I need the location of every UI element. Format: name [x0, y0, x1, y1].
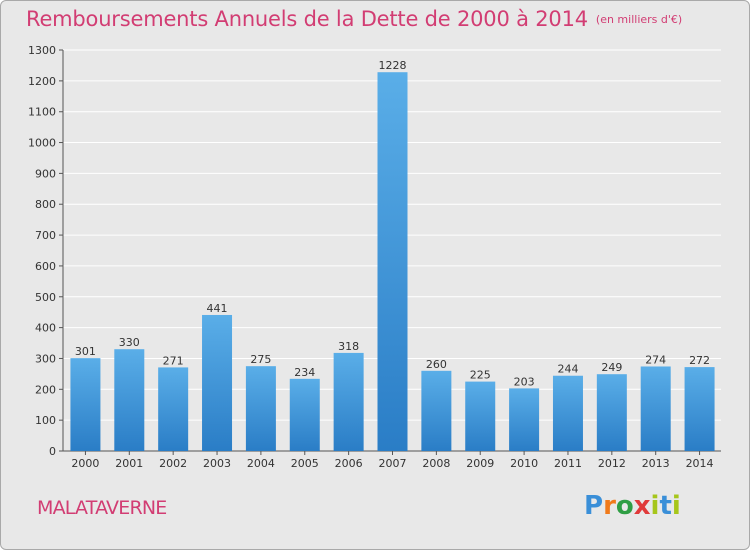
- x-tick-label: 2012: [598, 457, 626, 470]
- bar: [158, 367, 189, 451]
- x-tick-label: 2010: [510, 457, 538, 470]
- x-tick-label: 2005: [291, 457, 319, 470]
- data-label: 260: [426, 358, 447, 371]
- bar: [640, 366, 671, 451]
- data-label: 249: [601, 361, 622, 374]
- y-tick-label: 0: [49, 445, 56, 458]
- x-tick-label: 2011: [554, 457, 582, 470]
- data-label: 225: [470, 369, 491, 382]
- bar: [552, 375, 583, 451]
- data-label: 271: [163, 354, 184, 367]
- data-label: 441: [207, 302, 228, 315]
- commune-name: MALATAVERNE: [37, 497, 167, 519]
- chart-title: Remboursements Annuels de la Dette de 20…: [26, 7, 588, 31]
- data-label: 1228: [379, 59, 407, 72]
- proxiti-logo[interactable]: Proxiti: [584, 491, 681, 521]
- x-tick-label: 2000: [71, 457, 99, 470]
- bar: [509, 388, 540, 451]
- x-tick-label: 2004: [247, 457, 275, 470]
- x-tick-label: 2014: [686, 457, 714, 470]
- x-tick-label: 2008: [422, 457, 450, 470]
- bar: [377, 72, 408, 451]
- data-label: 244: [557, 363, 578, 376]
- bar: [465, 381, 496, 451]
- data-label: 301: [75, 345, 96, 358]
- bar: [114, 349, 145, 451]
- y-tick-label: 500: [35, 291, 56, 304]
- y-tick-label: 100: [35, 414, 56, 427]
- x-tick-label: 2007: [379, 457, 407, 470]
- bar: [70, 358, 101, 451]
- y-tick-label: 1000: [28, 137, 56, 150]
- y-tick-label: 300: [35, 352, 56, 365]
- data-label: 318: [338, 340, 359, 353]
- x-tick-label: 2002: [159, 457, 187, 470]
- chart-subtitle: (en milliers d'€): [595, 13, 683, 26]
- data-label: 274: [645, 353, 666, 366]
- bar: [202, 314, 233, 451]
- y-tick-label: 1300: [28, 44, 56, 57]
- y-tick-label: 900: [35, 167, 56, 180]
- bar: [245, 366, 276, 451]
- y-tick-label: 700: [35, 229, 56, 242]
- y-tick-label: 200: [35, 383, 56, 396]
- data-label: 203: [514, 375, 535, 388]
- data-label: 234: [294, 366, 315, 379]
- title-row: Remboursements Annuels de la Dette de 20…: [26, 7, 682, 31]
- x-tick-label: 2001: [115, 457, 143, 470]
- x-tick-label: 2003: [203, 457, 231, 470]
- x-tick-label: 2009: [466, 457, 494, 470]
- y-tick-label: 400: [35, 322, 56, 335]
- bar: [684, 367, 715, 451]
- bar: [596, 374, 627, 451]
- x-tick-label: 2006: [335, 457, 363, 470]
- data-label: 330: [119, 336, 140, 349]
- x-tick-label: 2013: [642, 457, 670, 470]
- bar: [289, 378, 320, 451]
- data-label: 275: [250, 353, 271, 366]
- bar: [333, 352, 364, 451]
- y-tick-label: 600: [35, 260, 56, 273]
- bar: [421, 370, 452, 451]
- y-tick-label: 1100: [28, 106, 56, 119]
- y-tick-label: 1200: [28, 75, 56, 88]
- y-tick-label: 800: [35, 198, 56, 211]
- data-label: 272: [689, 354, 710, 367]
